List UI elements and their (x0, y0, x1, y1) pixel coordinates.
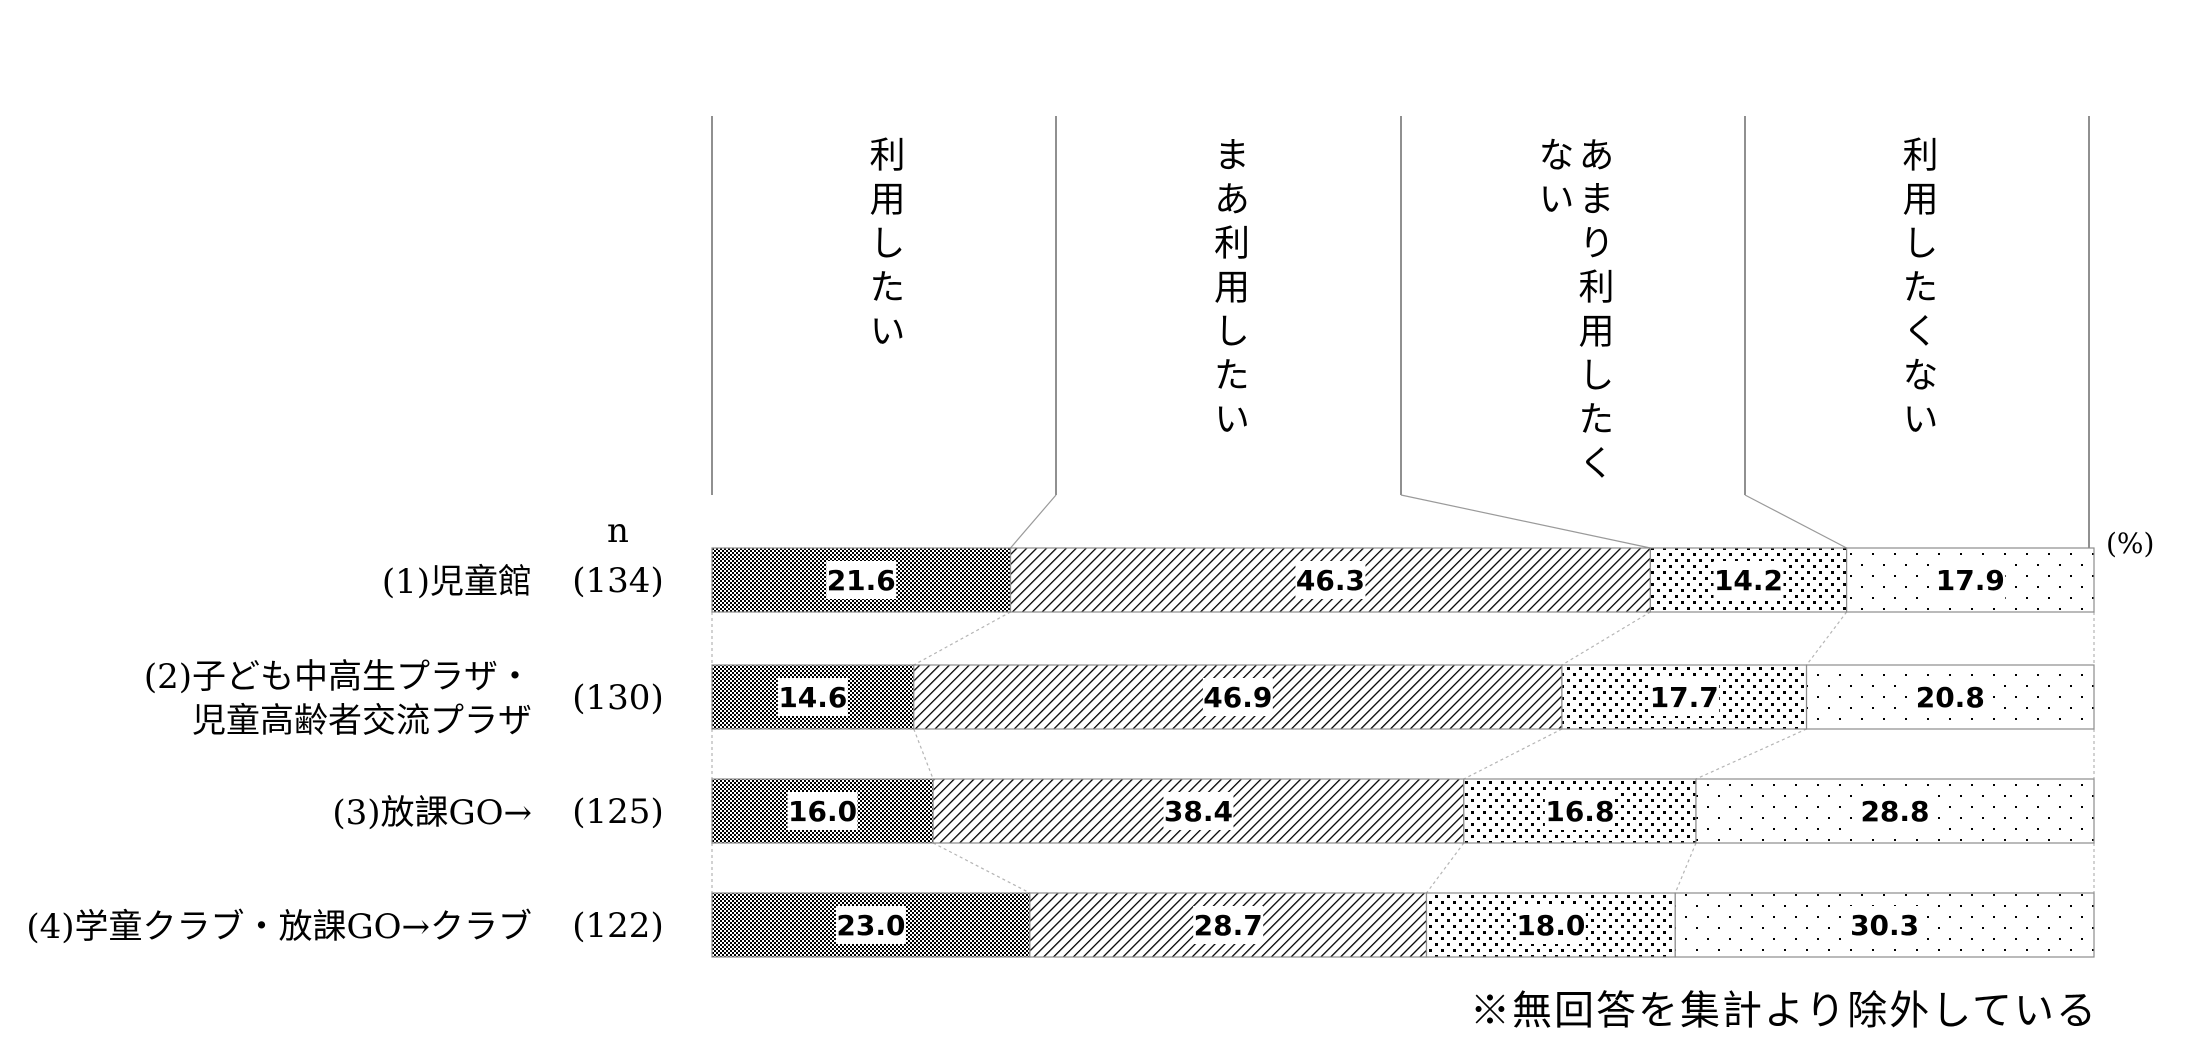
data-label-background (826, 561, 897, 599)
data-label: 14.6 (778, 681, 847, 714)
data-label-background (1202, 678, 1273, 716)
data-label-background (1544, 792, 1615, 830)
n-header: n (607, 511, 629, 551)
data-label-background (1935, 561, 2006, 599)
data-label: 20.8 (1916, 681, 1985, 714)
data-label: 18.0 (1516, 909, 1585, 942)
data-label-background (1295, 561, 1366, 599)
data-label: 16.8 (1545, 795, 1614, 828)
series-connector-line (1674, 842, 1697, 894)
chart-text: n (%) 21.6 46.3 14.2 17.9 (1)児童館 (134) 14.6 46.… (26, 511, 2154, 947)
data-label-background (1163, 792, 1234, 830)
series-connector-line (1806, 611, 1848, 666)
data-label-background (1859, 792, 1930, 830)
legend-label: ない (1533, 136, 1574, 224)
data-label: 17.7 (1650, 681, 1719, 714)
series-connectors (711, 494, 2095, 894)
series-connector-line (913, 728, 934, 780)
legend-label: あまり利用したく (1573, 136, 1615, 488)
data-label: 17.9 (1936, 564, 2005, 597)
series-connector-line (1463, 728, 1563, 780)
n-value: (130) (572, 678, 663, 718)
data-label-background (1193, 906, 1264, 944)
data-label-background (777, 678, 848, 716)
series-connector-line (1426, 842, 1465, 894)
category-label: (3)放課GO→ (332, 793, 532, 833)
data-label: 23.0 (836, 909, 905, 942)
series-connector-line (932, 842, 1031, 894)
data-label-background (1915, 678, 1986, 716)
series-connector-line (913, 611, 1011, 666)
data-label: 38.4 (1164, 795, 1233, 828)
data-label-background (1515, 906, 1586, 944)
legend-leader-line (1744, 494, 1847, 549)
n-value: (122) (572, 906, 663, 946)
legend-leader-line (1010, 494, 1057, 549)
category-label: (1)児童館 (382, 562, 532, 602)
series-connector-line (1561, 611, 1651, 666)
legend-label: 利用したい (864, 136, 906, 356)
n-value: (134) (572, 561, 663, 601)
legend-leader-line (1400, 494, 1651, 549)
data-label: 14.2 (1714, 564, 1783, 597)
data-label-background (835, 906, 906, 944)
category-label: 児童高齢者交流プラザ (192, 701, 532, 741)
data-label: 16.0 (788, 795, 857, 828)
data-label-background (1713, 561, 1784, 599)
data-label: 30.3 (1850, 909, 1919, 942)
data-label: 21.6 (827, 564, 896, 597)
n-value: (125) (572, 792, 663, 832)
unit-label: (%) (2106, 527, 2154, 560)
data-label-background (1649, 678, 1720, 716)
category-label: (2)子ども中高生プラザ・ (144, 657, 532, 697)
data-label: 28.8 (1860, 795, 1929, 828)
bars (711, 547, 2095, 958)
data-label: 46.9 (1203, 681, 1272, 714)
legend-label: 利用したくない (1897, 136, 1939, 444)
data-label-background (1849, 906, 1920, 944)
legend-label: まあ利用したい (1208, 136, 1250, 444)
category-label: (4)学童クラブ・放課GO→クラブ (26, 907, 532, 947)
series-connector-line (1695, 728, 1807, 780)
data-label: 28.7 (1194, 909, 1263, 942)
data-label-background (787, 792, 858, 830)
footnote: ※無回答を集計より除外している (1470, 988, 2098, 1034)
data-label: 46.3 (1296, 564, 1365, 597)
